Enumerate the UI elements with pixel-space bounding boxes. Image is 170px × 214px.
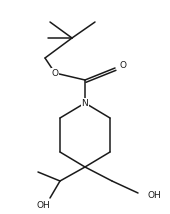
Text: O: O bbox=[52, 68, 58, 77]
Text: OH: OH bbox=[36, 201, 50, 210]
Text: N: N bbox=[82, 98, 88, 107]
Text: O: O bbox=[120, 61, 127, 70]
Text: OH: OH bbox=[148, 192, 162, 201]
